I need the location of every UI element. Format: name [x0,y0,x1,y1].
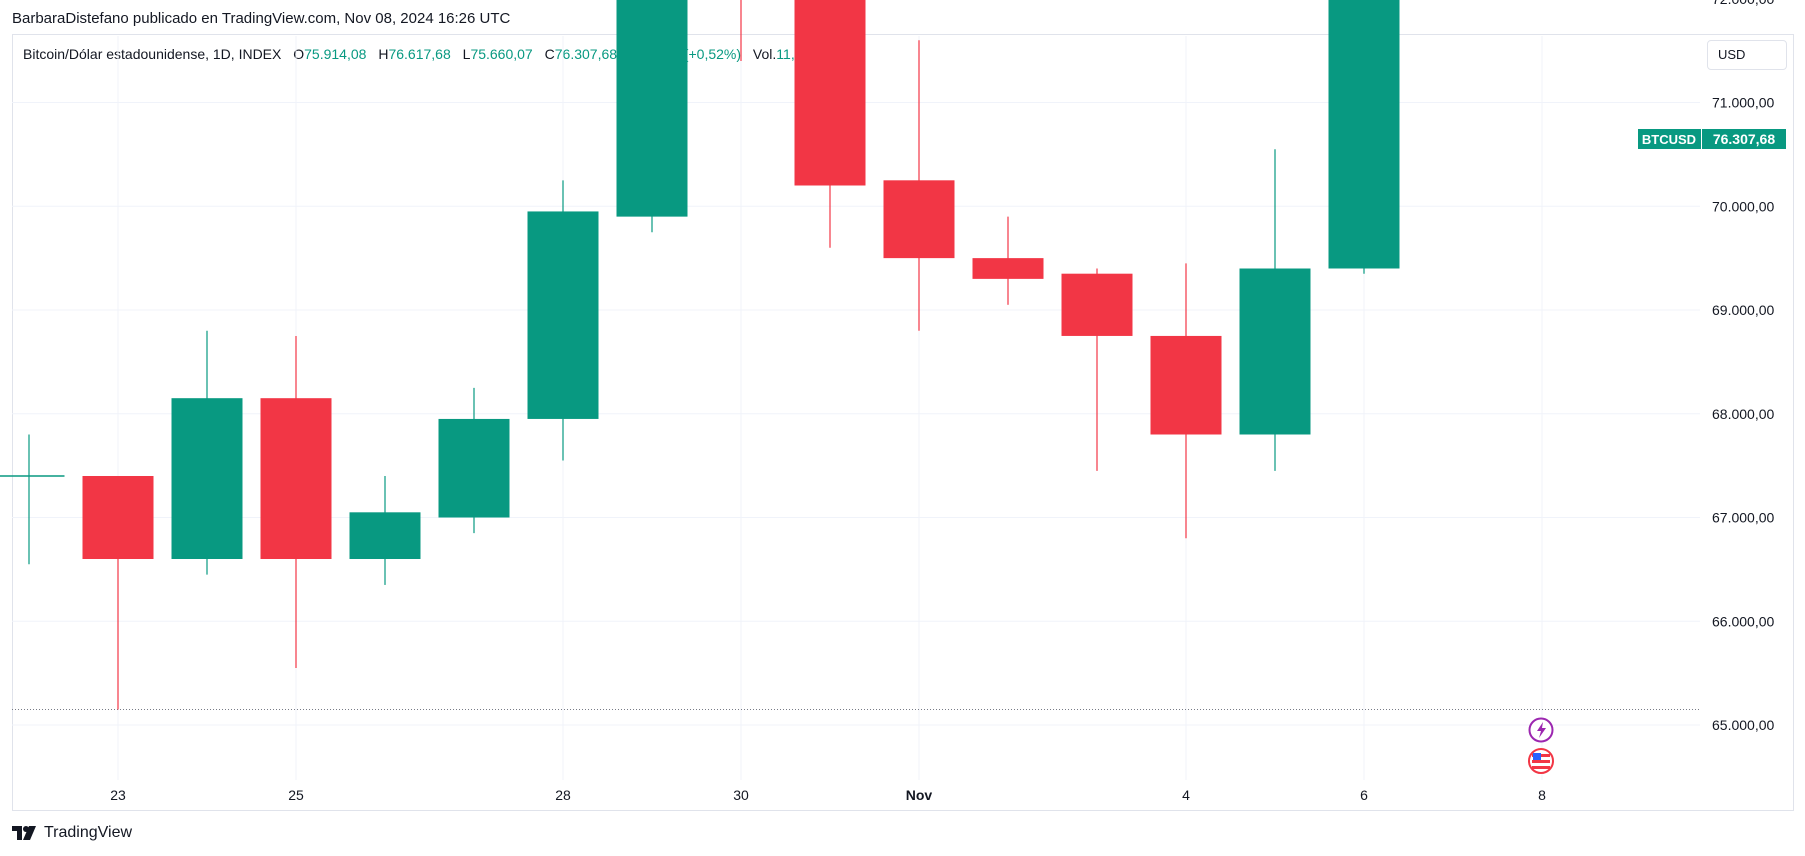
candle-body [616,0,688,217]
candle[interactable] [0,434,65,565]
price-tag-value: 76.307,68 [1713,131,1775,147]
x-tick-label: 28 [555,787,571,803]
open-label: O [293,46,305,62]
candle[interactable] [706,0,777,61]
candle-body [349,512,421,559]
x-tick-label: 8 [1538,787,1546,803]
x-tick-label: 6 [1360,787,1368,803]
x-tick-label: 23 [110,787,126,803]
candle[interactable] [349,476,421,585]
x-tick-label: Nov [906,787,933,803]
y-tick-label: 72.000,00 [1712,0,1774,7]
symbol-name[interactable]: Bitcoin/Dólar estadounidense, 1D, INDEX [23,46,282,62]
candle-body [794,0,866,186]
price-tag-symbol-bg [1638,129,1701,149]
time-axis: 23 25 28 30 Nov 4 6 8 [110,787,1546,803]
y-tick-label: 65.000,00 [1712,717,1774,733]
candle[interactable] [1061,268,1133,471]
candle-body [1239,268,1311,435]
candle-body [1150,335,1222,435]
candle-body [438,418,510,518]
candle-body [171,398,243,559]
candle[interactable] [171,330,243,575]
price-axis: 65.000,00 66.000,00 67.000,00 68.000,00 69.0… [1712,0,1774,733]
high-label: H [378,46,389,62]
candle-body [527,211,599,419]
low-value: 75.660,07 [470,46,533,62]
candle-body [883,180,955,259]
candle[interactable] [883,40,955,331]
candle[interactable] [82,476,154,710]
candle[interactable] [260,335,332,668]
y-tick-label: 66.000,00 [1712,613,1774,629]
candle-body [82,476,154,559]
footer-brand[interactable]: TradingView [44,824,133,841]
candle-body [972,258,1044,279]
candle[interactable] [527,180,599,461]
price-tag: BTCUSD 76.307,68 [1638,129,1786,149]
x-tick-label: 30 [733,787,749,803]
candle-body [1061,273,1133,336]
y-tick-label: 71.000,00 [1712,95,1774,111]
candle[interactable] [794,0,866,248]
close-value: 76.307,68 [554,46,618,62]
us-flag-event-icon[interactable] [1528,748,1554,774]
reference-lines [12,708,1700,710]
candle-body [1328,0,1400,269]
tradingview-logo-icon[interactable] [12,826,38,840]
candle-body [260,398,332,559]
currency-button[interactable]: USD [1707,40,1787,70]
lightning-event-icon[interactable] [1528,717,1554,743]
candle[interactable] [438,387,510,534]
chart-frame [12,34,1794,811]
candle[interactable] [1150,263,1222,539]
price-tag-symbol: BTCUSD [1642,132,1696,147]
y-tick-label: 69.000,00 [1712,302,1774,318]
candle[interactable] [616,0,688,233]
close-label: C [544,46,555,62]
open-value: 75.914,08 [304,46,367,62]
y-tick-label: 68.000,00 [1712,406,1774,422]
y-tick-label: 70.000,00 [1712,198,1774,214]
high-value: 76.617,68 [388,46,451,62]
candles [0,0,1400,710]
price-tag-value-bg [1702,129,1786,149]
x-tick-label: 25 [288,787,304,803]
x-tick-label: 4 [1182,787,1190,803]
candle[interactable] [972,216,1044,305]
event-icons[interactable] [1528,717,1554,774]
candle[interactable] [1328,0,1400,274]
low-label: L [462,46,471,62]
attribution-text: BarbaraDistefano publicado en TradingVie… [12,10,511,27]
y-tick-label: 67.000,00 [1712,510,1774,526]
volume-label: Vol. [752,46,777,62]
candle[interactable] [1239,149,1311,471]
footer: TradingView [12,824,132,842]
